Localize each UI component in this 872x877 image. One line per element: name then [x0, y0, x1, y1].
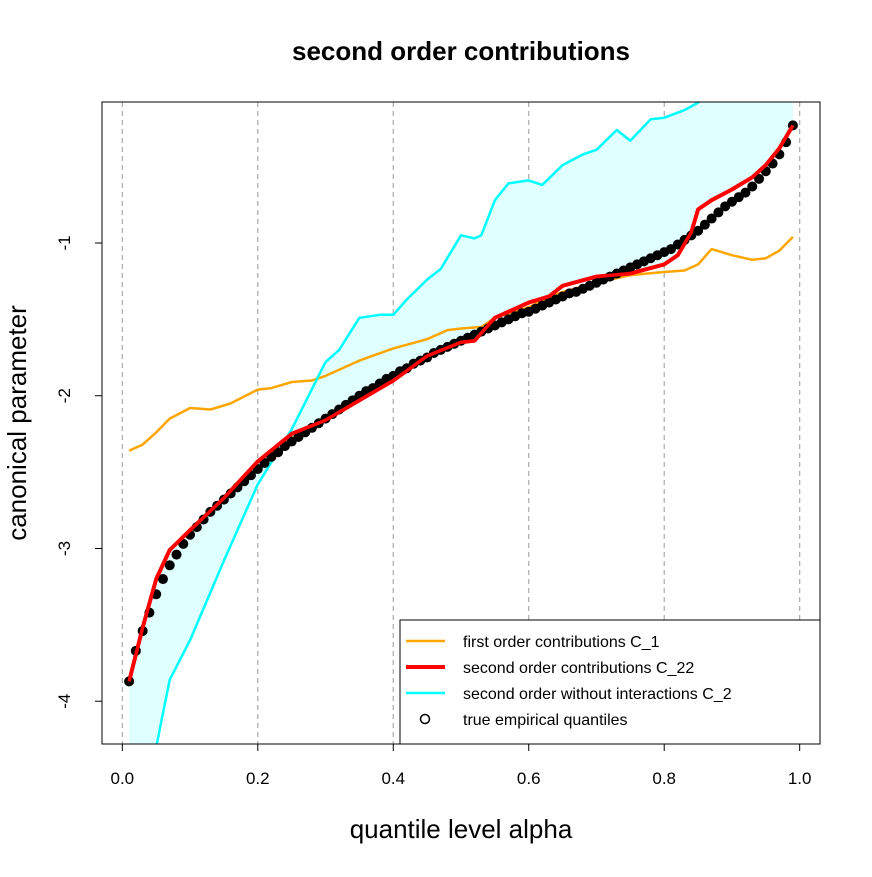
quantile-point: [157, 574, 168, 585]
quantile-point: [693, 225, 704, 236]
y-axis: -1 -2 -3 -4: [55, 235, 102, 709]
y-tick-label: -2: [55, 388, 74, 403]
quantile-point: [171, 549, 182, 560]
legend-label: second order without interactions C_2: [463, 686, 732, 703]
quantile-point: [706, 213, 717, 224]
y-tick-label: -1: [55, 235, 74, 250]
quantile-point: [713, 207, 724, 218]
y-tick-label: -3: [55, 541, 74, 556]
second-order-line-overlay: [127, 124, 795, 682]
legend-marker: [419, 713, 431, 725]
quantile-point: [164, 560, 175, 571]
x-tick-label: 0.8: [652, 769, 676, 788]
y-tick-label: -4: [55, 694, 74, 709]
chart-title: second order contributions: [292, 36, 630, 66]
x-tick-label: 1.0: [788, 769, 812, 788]
fill-region: [129, 102, 793, 744]
quantile-point: [747, 181, 758, 192]
legend-label: first order contributions C_1: [463, 634, 660, 651]
quantile-point: [754, 173, 765, 184]
quantile-point: [740, 187, 751, 198]
legend-label: true empirical quantiles: [463, 712, 628, 729]
first-order-line: [128, 236, 794, 452]
x-axis-label: quantile level alpha: [350, 814, 573, 844]
y-axis-label: canonical parameter: [2, 305, 32, 541]
x-tick-label: 0.2: [246, 769, 270, 788]
x-tick-label: 0.0: [111, 769, 135, 788]
shaded-band: [129, 102, 793, 744]
quantile-point: [699, 219, 710, 230]
x-tick-label: 0.4: [381, 769, 405, 788]
x-tick-label: 0.6: [517, 769, 541, 788]
second-order-no-interaction-line: [155, 102, 702, 744]
legend-box: [399, 619, 821, 745]
legend-label: second order contributions C_22: [463, 660, 694, 677]
quantile-point: [259, 457, 270, 468]
quantile-points: [124, 120, 798, 687]
x-axis: 0.0 0.2 0.4 0.6 0.8 1.0: [111, 743, 812, 788]
quantile-point: [273, 447, 284, 458]
